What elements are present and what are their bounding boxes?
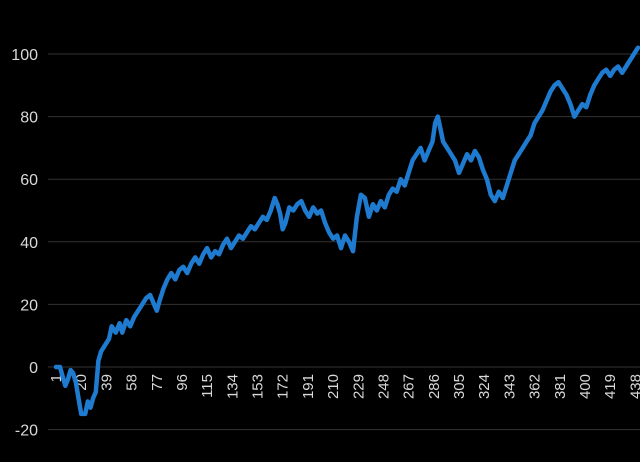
y-tick-label: 100 [11,47,38,64]
x-tick-label: 39 [98,374,115,391]
x-tick-label: 229 [350,374,367,399]
x-tick-label: 419 [602,374,619,399]
x-tick-label: 134 [224,374,241,399]
y-tick-label: 0 [29,360,38,377]
x-tick-label: 1 [48,374,65,382]
x-tick-label: 77 [149,374,166,391]
x-tick-label: 248 [375,374,392,399]
x-axis-tick-labels: 1 20 39 58 77 96 115 134 153 172 191 210 229 248 267 28… [48,374,640,399]
x-tick-label: 305 [451,374,468,399]
y-tick-label: 20 [20,297,38,314]
y-tick-label: -20 [15,423,38,440]
x-tick-label: 210 [325,374,342,399]
x-tick-label: 362 [527,374,544,399]
series-layer [53,45,640,417]
x-tick-label: 324 [476,374,493,399]
x-tick-label: 58 [124,374,141,391]
x-tick-label: 191 [300,374,317,399]
x-tick-label: 343 [501,374,518,399]
y-tick-label: 80 [20,110,38,127]
x-tick-label: 286 [426,374,443,399]
x-tick-label: 400 [577,374,594,399]
y-axis-tick-labels: 100 80 60 40 20 0 -20 [11,47,38,440]
x-tick-label: 96 [174,374,191,391]
y-tick-label: 60 [20,172,38,189]
x-tick-label: 172 [275,374,292,399]
grid-lines [48,53,640,431]
x-tick-label: 115 [199,374,216,398]
x-tick-label: 438 [627,374,640,399]
x-tick-label: 153 [250,374,267,399]
x-tick-label: 267 [401,374,418,399]
y-tick-label: 40 [20,235,38,252]
x-tick-label: 381 [552,374,569,399]
series-line [53,45,640,417]
